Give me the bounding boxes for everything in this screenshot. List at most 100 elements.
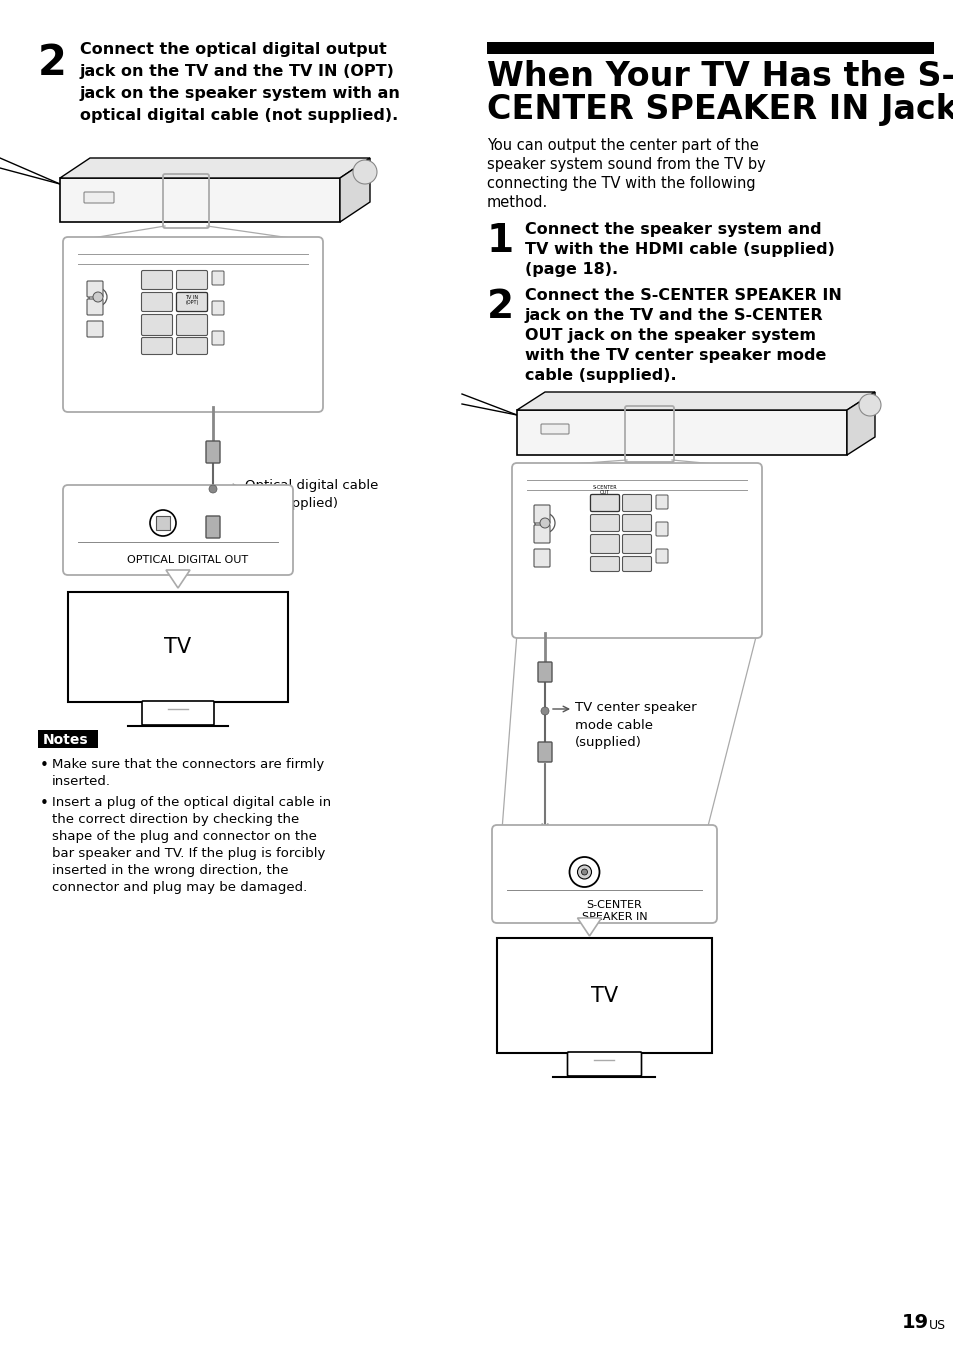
Text: Connect the S-CENTER SPEAKER IN: Connect the S-CENTER SPEAKER IN — [524, 288, 841, 303]
FancyBboxPatch shape — [590, 556, 618, 571]
FancyBboxPatch shape — [63, 237, 323, 413]
Circle shape — [89, 288, 107, 305]
Text: •: • — [40, 797, 49, 811]
Text: the correct direction by checking the: the correct direction by checking the — [52, 813, 299, 826]
FancyBboxPatch shape — [142, 702, 213, 725]
Text: Make sure that the connectors are firmly: Make sure that the connectors are firmly — [52, 759, 324, 771]
Circle shape — [540, 707, 548, 715]
Text: Connect the speaker system and: Connect the speaker system and — [524, 223, 821, 237]
Text: (page 18).: (page 18). — [524, 262, 618, 277]
FancyBboxPatch shape — [212, 301, 224, 315]
Polygon shape — [60, 178, 339, 223]
FancyBboxPatch shape — [141, 338, 172, 354]
Text: TV IN
(OPT): TV IN (OPT) — [185, 294, 198, 305]
FancyBboxPatch shape — [656, 522, 667, 536]
FancyBboxPatch shape — [176, 293, 208, 312]
Text: method.: method. — [486, 195, 548, 210]
Polygon shape — [517, 410, 846, 455]
FancyBboxPatch shape — [567, 1052, 640, 1076]
Polygon shape — [166, 570, 190, 588]
Circle shape — [858, 394, 880, 417]
Text: TV: TV — [164, 636, 192, 657]
FancyBboxPatch shape — [512, 463, 761, 638]
FancyBboxPatch shape — [622, 556, 651, 571]
FancyBboxPatch shape — [38, 730, 98, 748]
FancyBboxPatch shape — [622, 514, 651, 532]
Circle shape — [353, 160, 376, 185]
FancyBboxPatch shape — [212, 271, 224, 285]
FancyBboxPatch shape — [656, 550, 667, 563]
Text: US: US — [928, 1319, 945, 1333]
FancyBboxPatch shape — [156, 516, 170, 531]
Text: TV center speaker: TV center speaker — [575, 702, 696, 714]
Text: jack on the TV and the S-CENTER: jack on the TV and the S-CENTER — [524, 308, 822, 323]
FancyBboxPatch shape — [87, 322, 103, 337]
FancyBboxPatch shape — [176, 293, 208, 312]
Text: jack on the TV and the TV IN (OPT): jack on the TV and the TV IN (OPT) — [80, 64, 395, 79]
Text: Insert a plug of the optical digital cable in: Insert a plug of the optical digital cab… — [52, 797, 331, 809]
FancyBboxPatch shape — [84, 191, 113, 204]
Text: with the TV center speaker mode: with the TV center speaker mode — [524, 347, 825, 364]
Polygon shape — [339, 157, 370, 223]
Text: Notes: Notes — [43, 733, 89, 746]
Text: 19: 19 — [901, 1314, 928, 1333]
FancyBboxPatch shape — [534, 525, 550, 543]
Polygon shape — [517, 392, 874, 410]
Text: connector and plug may be damaged.: connector and plug may be damaged. — [52, 881, 307, 894]
FancyBboxPatch shape — [87, 281, 103, 297]
Text: (not supplied): (not supplied) — [245, 497, 337, 510]
FancyBboxPatch shape — [87, 299, 103, 315]
Text: mode cable: mode cable — [575, 719, 652, 731]
Text: 2: 2 — [38, 42, 67, 84]
Circle shape — [92, 292, 103, 303]
FancyBboxPatch shape — [534, 505, 550, 522]
FancyBboxPatch shape — [141, 293, 172, 312]
Text: optical digital cable (not supplied).: optical digital cable (not supplied). — [80, 109, 397, 123]
FancyBboxPatch shape — [63, 484, 293, 575]
Text: Optical digital cable: Optical digital cable — [245, 479, 378, 493]
FancyBboxPatch shape — [656, 495, 667, 509]
Text: You can output the center part of the: You can output the center part of the — [486, 138, 758, 153]
Circle shape — [535, 513, 555, 533]
Bar — [486, 42, 933, 54]
Polygon shape — [846, 392, 874, 455]
Text: S-CENTER
SPEAKER IN: S-CENTER SPEAKER IN — [581, 900, 647, 921]
FancyBboxPatch shape — [590, 494, 618, 512]
FancyBboxPatch shape — [206, 516, 220, 537]
Text: When Your TV Has the S-: When Your TV Has the S- — [486, 60, 953, 94]
FancyBboxPatch shape — [537, 662, 552, 683]
Circle shape — [150, 510, 175, 536]
Polygon shape — [60, 157, 370, 178]
FancyBboxPatch shape — [622, 494, 651, 512]
Text: cable (supplied).: cable (supplied). — [524, 368, 676, 383]
FancyBboxPatch shape — [141, 270, 172, 289]
Circle shape — [539, 518, 550, 528]
FancyBboxPatch shape — [212, 331, 224, 345]
FancyBboxPatch shape — [176, 315, 208, 335]
Text: jack on the speaker system with an: jack on the speaker system with an — [80, 85, 400, 100]
FancyBboxPatch shape — [176, 270, 208, 289]
FancyBboxPatch shape — [540, 423, 568, 434]
FancyBboxPatch shape — [590, 535, 618, 554]
Polygon shape — [577, 917, 601, 936]
Circle shape — [569, 858, 598, 887]
Text: inserted in the wrong direction, the: inserted in the wrong direction, the — [52, 864, 288, 877]
FancyBboxPatch shape — [497, 938, 711, 1053]
FancyBboxPatch shape — [590, 494, 618, 512]
FancyBboxPatch shape — [492, 825, 717, 923]
Text: 2: 2 — [486, 288, 514, 326]
Text: TV: TV — [590, 987, 618, 1006]
Text: S-CENTER
OUT: S-CENTER OUT — [592, 484, 617, 495]
Text: bar speaker and TV. If the plug is forcibly: bar speaker and TV. If the plug is forci… — [52, 847, 325, 860]
Text: inserted.: inserted. — [52, 775, 111, 788]
Text: (supplied): (supplied) — [575, 735, 641, 749]
Text: OUT jack on the speaker system: OUT jack on the speaker system — [524, 328, 815, 343]
Text: shape of the plug and connector on the: shape of the plug and connector on the — [52, 830, 316, 843]
Text: Connect the optical digital output: Connect the optical digital output — [80, 42, 386, 57]
Text: speaker system sound from the TV by: speaker system sound from the TV by — [486, 157, 765, 172]
FancyBboxPatch shape — [206, 441, 220, 463]
Text: connecting the TV with the following: connecting the TV with the following — [486, 176, 755, 191]
Circle shape — [209, 484, 216, 493]
FancyBboxPatch shape — [590, 514, 618, 532]
FancyBboxPatch shape — [141, 315, 172, 335]
